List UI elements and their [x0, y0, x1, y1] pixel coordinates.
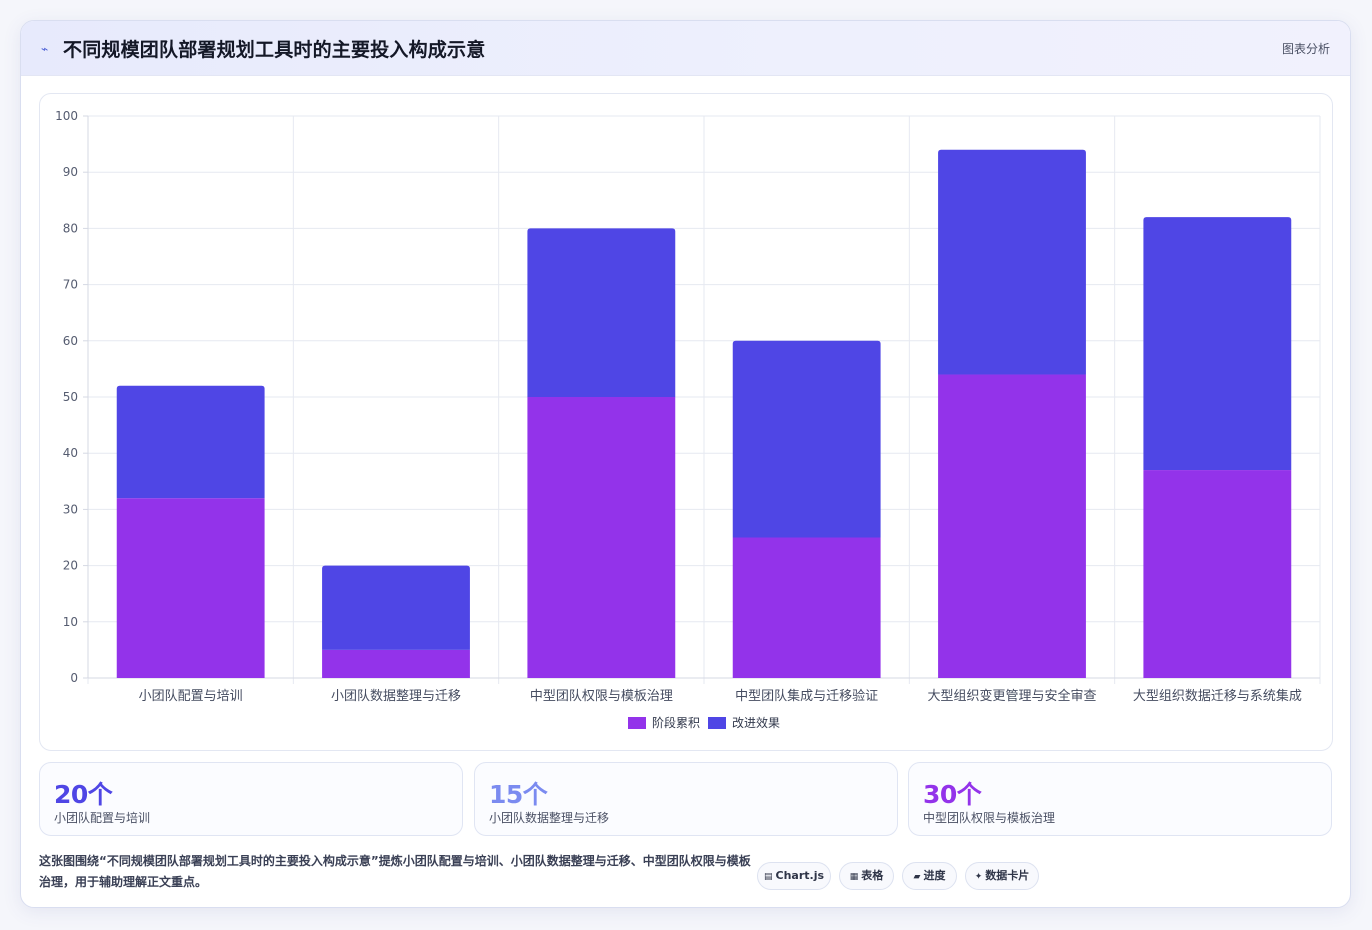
chip-data-card[interactable]: ✦ 数据卡片 [965, 862, 1039, 890]
legend-swatch [628, 717, 646, 729]
stat-card-2: 15个 小团队数据整理与迁移 [474, 762, 898, 836]
chip-label: 进度 [923, 869, 946, 882]
stat-label: 中型团队权限与模板治理 [923, 811, 1056, 825]
chart-analysis-tag: 图表分析 [1281, 42, 1330, 56]
bar-segment [938, 149, 1086, 375]
stat-value: 30个 [923, 780, 982, 809]
bar-segment [527, 228, 676, 397]
legend-label: 阶段累积 [652, 715, 700, 730]
x-tick-label: 中型团队集成与迁移验证 [735, 688, 878, 704]
bar-segment [322, 649, 470, 678]
stat-value: 20个 [54, 780, 113, 809]
y-tick-label: 0 [70, 671, 78, 685]
stat-card-3: 30个 中型团队权限与模板治理 [908, 762, 1332, 836]
bar-segment [1143, 470, 1292, 678]
stat-value: 15个 [489, 780, 548, 809]
y-tick-label: 40 [63, 446, 78, 460]
chart-card: ⌁ 不同规模团队部署规划工具时的主要投入构成示意 图表分析 0 10 20 30 40 5… [20, 20, 1351, 908]
chip-label: 数据卡片 [985, 869, 1030, 882]
y-tick-label: 70 [63, 278, 78, 292]
page-title: 不同规模团队部署规划工具时的主要投入构成示意 [63, 39, 486, 61]
y-tick-label: 60 [63, 334, 78, 348]
x-tick-label: 小团队配置与培训 [139, 688, 243, 704]
chip-label: Chart.js [775, 869, 825, 882]
sparkle-icon: ✦ [974, 872, 983, 882]
legend-label: 改进效果 [732, 715, 780, 730]
stat-card-1: 20个 小团队配置与培训 [39, 762, 463, 836]
card-header: ⌁ 不同规模团队部署规划工具时的主要投入构成示意 图表分析 [21, 21, 1350, 76]
progress-icon: ▰ [913, 872, 921, 882]
stat-label: 小团队配置与培训 [54, 811, 151, 825]
chip-table[interactable]: ▦ 表格 [839, 862, 894, 890]
bar-segment [116, 498, 265, 678]
table-icon: ▤ [763, 872, 773, 882]
y-tick-label: 50 [63, 390, 78, 404]
bar-segment [527, 397, 676, 678]
legend-swatch [708, 717, 726, 729]
grid-icon: ▦ [849, 872, 859, 882]
y-tick-label: 90 [63, 165, 78, 179]
y-tick-label: 10 [63, 615, 78, 629]
x-tick-label: 小团队数据整理与迁移 [331, 689, 461, 704]
chart-description: 这张图围绕“不同规模团队部署规划工具时的主要投入构成示意”提炼小团队配置与培训、… [39, 854, 751, 889]
x-tick-label: 中型团队权限与模板治理 [530, 688, 673, 704]
bar-segment [938, 374, 1086, 678]
bar-segment [116, 385, 265, 499]
x-tick-label: 大型组织变更管理与安全审查 [927, 688, 1096, 704]
bar-segment [322, 565, 470, 650]
stat-cards: 20个 小团队配置与培训 15个 小团队数据整理与迁移 30个 中型团队权限与模… [39, 762, 1333, 836]
stat-label: 小团队数据整理与迁移 [489, 811, 610, 825]
y-tick-label: 20 [63, 559, 78, 573]
bar-segment [732, 340, 881, 538]
y-tick-label: 100 [55, 109, 78, 123]
x-tick-label: 大型组织数据迁移与系统集成 [1133, 688, 1302, 704]
chip-label: 表格 [861, 869, 884, 882]
sparkline-icon: ⌁ [41, 42, 49, 56]
chip-progress[interactable]: ▰ 进度 [902, 862, 957, 890]
chart-panel: 0 10 20 30 40 50 60 70 80 90 100 小团队配置与培训 小团队数据整理与迁移… [39, 93, 1333, 751]
bar-segment [1143, 217, 1292, 471]
y-tick-label: 80 [63, 221, 78, 235]
stacked-bar-chart: 0 10 20 30 40 50 60 70 80 90 100 小团队配置与培训 小团队数据整理与迁移… [55, 109, 1321, 730]
chip-chartjs[interactable]: ▤ Chart.js [757, 862, 831, 890]
y-tick-label: 30 [63, 502, 78, 516]
bar-segment [732, 537, 881, 678]
